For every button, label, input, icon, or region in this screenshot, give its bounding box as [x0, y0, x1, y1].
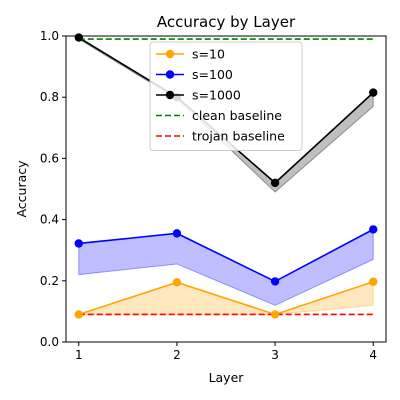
y-tick-label-0: 0.0 [40, 335, 59, 349]
x-tick-label-1: 2 [173, 348, 181, 362]
legend-label-1: s=100 [192, 67, 233, 82]
point-series-0-0 [74, 310, 83, 319]
x-tick-label-3: 4 [369, 348, 377, 362]
point-series-1-2 [270, 277, 280, 286]
x-tick-label-0: 1 [75, 348, 83, 362]
legend-box [149, 41, 303, 151]
y-axis-label: Accuracy [14, 160, 29, 218]
y-tick-label-3: 0.6 [40, 151, 59, 165]
point-series-2-3 [369, 88, 378, 97]
legend-label-4: trojan baseline [192, 129, 285, 144]
point-series-2-2 [270, 178, 280, 188]
plot-frame [65, 35, 387, 343]
point-series-2-0 [74, 33, 83, 42]
axes-layer: 1 2 3 4 0.0 0.2 0.4 0.6 0.8 1.0 [40, 29, 387, 362]
y-tick-label-2: 0.4 [40, 213, 59, 227]
point-series-0-2 [270, 310, 280, 319]
legend-label-0: s=10 [192, 47, 225, 62]
chart-title: Accuracy by Layer [157, 13, 296, 31]
point-series-1-1 [172, 229, 182, 238]
point-series-0-1 [172, 278, 182, 287]
line-series-0 [78, 280, 374, 316]
legend-marker-0 [165, 49, 175, 59]
y-tick-label-1: 0.2 [40, 274, 59, 288]
line-series-1 [78, 228, 374, 283]
legend-marker-1 [165, 70, 175, 79]
legend: s=10 s=100 s=1000 clean baseline trojan base… [149, 41, 303, 151]
legend-label-3: clean baseline [192, 108, 282, 123]
point-series-0-3 [369, 277, 378, 286]
y-tick-label-4: 0.8 [40, 90, 59, 104]
point-series-1-3 [369, 225, 378, 234]
point-series-1-0 [74, 239, 83, 248]
y-tick-label-5: 1.0 [40, 29, 59, 43]
x-axis-label: Layer [209, 370, 245, 385]
legend-marker-2 [165, 90, 175, 100]
x-tick-label-2: 3 [271, 348, 279, 362]
legend-label-2: s=1000 [192, 88, 241, 103]
